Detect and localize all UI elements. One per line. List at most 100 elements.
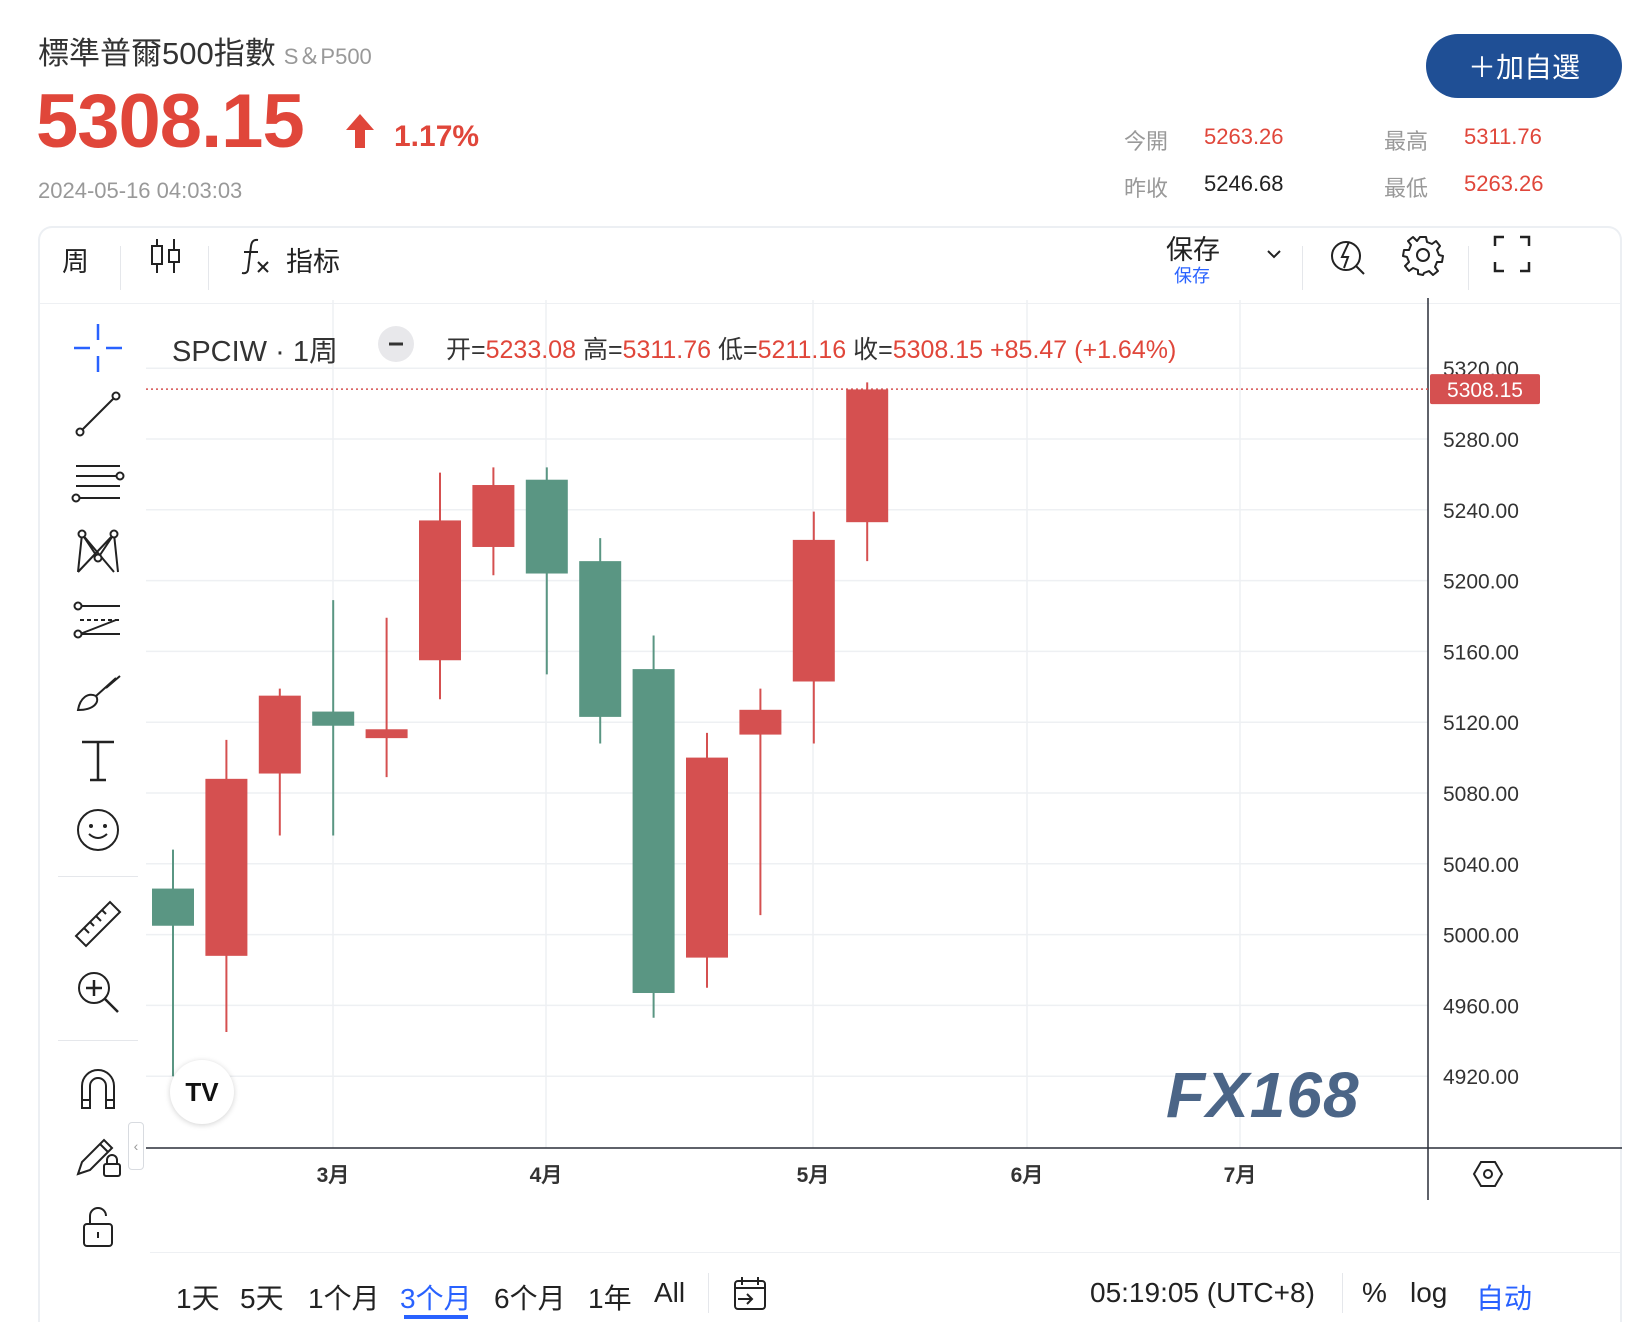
legend-collapse-button[interactable]	[378, 326, 414, 362]
candle-body	[312, 711, 355, 726]
candle	[632, 635, 675, 1018]
range-3m[interactable]: 3个月	[400, 1283, 472, 1314]
pattern-icon[interactable]	[70, 524, 126, 580]
candle	[686, 732, 728, 988]
candle	[312, 600, 355, 836]
candle	[152, 849, 194, 1077]
x-tick-label: 3月	[317, 1164, 350, 1187]
tools-divider	[58, 1040, 138, 1041]
candle	[579, 538, 622, 744]
candle-body	[686, 757, 728, 958]
range-all[interactable]: All	[654, 1277, 686, 1308]
range-bar: 1天 5天 1个月 3个月 6个月 1年 All 05:19:05 (UTC+8…	[150, 1252, 1620, 1322]
indicators-button[interactable]: 指标	[286, 247, 340, 277]
candle-body	[792, 539, 835, 682]
add-watchlist-button[interactable]: ＋加自選	[1426, 34, 1622, 98]
interval-selector[interactable]: 周	[62, 247, 89, 277]
gear-icon[interactable]	[1402, 234, 1444, 276]
range-6m[interactable]: 6个月	[494, 1283, 566, 1314]
x-tick-label: 6月	[1011, 1164, 1044, 1187]
change-value: +85.47 (+1.64%)	[990, 336, 1177, 364]
close-value: 5308.15	[892, 336, 984, 364]
collapse-sidebar-handle[interactable]: ‹	[128, 1122, 144, 1170]
page-title: 標準普爾500指數 S＆P500	[38, 28, 372, 73]
candle	[365, 617, 408, 778]
change-percent: 1.17%	[394, 120, 480, 153]
candle-body	[472, 485, 515, 547]
candle	[525, 467, 568, 675]
range-5d[interactable]: 5天	[240, 1283, 284, 1314]
up-arrow-icon	[346, 114, 374, 148]
range-divider	[708, 1273, 709, 1313]
chart-symbol[interactable]: SPCIW · 1周	[172, 336, 338, 368]
y-tick-label: 5280.00	[1443, 429, 1519, 452]
chevron-down-icon[interactable]	[1264, 244, 1284, 264]
y-tick-label: 4920.00	[1443, 1066, 1519, 1089]
y-tick-label: 5240.00	[1443, 500, 1519, 523]
y-tick-label: 4960.00	[1443, 995, 1519, 1018]
ticker-code: S＆P500	[283, 44, 372, 69]
candle	[739, 688, 782, 916]
crosshair-icon[interactable]	[70, 320, 126, 376]
chart-toolbar: 周 指标 保存 保存	[40, 228, 1620, 304]
range-divider	[1342, 1273, 1343, 1313]
range-1m[interactable]: 1个月	[308, 1283, 380, 1314]
save-button[interactable]: 保存	[1166, 235, 1220, 265]
current-price: 5308.15	[36, 79, 305, 164]
y-tick-label: 5000.00	[1443, 925, 1519, 948]
high-label: 高=	[582, 336, 623, 364]
toolbar-divider	[208, 246, 209, 290]
low-label: 低=	[718, 336, 758, 364]
unlock-icon[interactable]	[70, 1198, 126, 1254]
tools-divider	[58, 876, 138, 877]
toolbar-divider	[1468, 246, 1469, 290]
candle-body	[365, 729, 408, 739]
last-price-label: 5308.15	[1447, 379, 1523, 402]
function-icon[interactable]	[238, 236, 274, 276]
y-tick-label: 5040.00	[1443, 854, 1519, 877]
candlestick-icon[interactable]	[148, 236, 184, 276]
open-label: 开=	[446, 336, 486, 364]
stat-label-open: 今開	[1124, 129, 1169, 154]
brush-icon[interactable]	[70, 664, 126, 720]
auto-scale-toggle[interactable]: 自动	[1476, 1283, 1533, 1314]
emoji-icon[interactable]	[70, 802, 126, 858]
candle-body	[205, 778, 248, 956]
goto-date-icon[interactable]	[730, 1273, 770, 1313]
toolbar-divider	[120, 246, 121, 290]
clock-readout[interactable]: 05:19:05 (UTC+8)	[1090, 1277, 1315, 1308]
toolbar-divider	[1302, 246, 1303, 290]
log-scale-toggle[interactable]: log	[1410, 1277, 1448, 1308]
text-icon[interactable]	[70, 732, 126, 788]
stat-value-low: 5263.26	[1464, 171, 1544, 196]
projection-icon[interactable]	[70, 594, 126, 650]
candle	[846, 382, 889, 562]
fib-lines-icon[interactable]	[70, 454, 126, 510]
lock-drawing-icon[interactable]	[70, 1128, 126, 1184]
axis-settings-icon[interactable]	[1472, 1158, 1504, 1190]
y-tick-label: 5200.00	[1443, 571, 1519, 594]
save-status: 保存	[1174, 266, 1210, 286]
candle-body	[525, 479, 568, 574]
stat-label-low: 最低	[1384, 176, 1429, 201]
ruler-icon[interactable]	[70, 896, 126, 952]
fx168-watermark: FX168	[1166, 1059, 1360, 1131]
magnet-icon[interactable]	[70, 1060, 126, 1116]
percent-scale-toggle[interactable]: %	[1362, 1277, 1387, 1308]
close-label: 收=	[853, 336, 893, 364]
y-tick-label: 5160.00	[1443, 641, 1519, 664]
alert-icon[interactable]	[1328, 234, 1368, 278]
stat-label-prev-close: 昨收	[1124, 176, 1169, 201]
candle	[792, 511, 835, 744]
low-value: 5211.16	[757, 336, 847, 364]
tradingview-logo[interactable]: TV	[170, 1060, 234, 1124]
range-1d[interactable]: 1天	[176, 1283, 220, 1314]
trend-line-icon[interactable]	[70, 386, 126, 442]
candle-body	[152, 888, 194, 926]
candle	[205, 739, 248, 1032]
fullscreen-icon[interactable]	[1492, 234, 1532, 274]
zoom-in-icon[interactable]	[70, 964, 126, 1020]
range-1y[interactable]: 1年	[588, 1283, 632, 1314]
ohlc-readout: 开=5233.08 高=5311.76 低=5211.16 收=5308.15 …	[446, 330, 1176, 366]
